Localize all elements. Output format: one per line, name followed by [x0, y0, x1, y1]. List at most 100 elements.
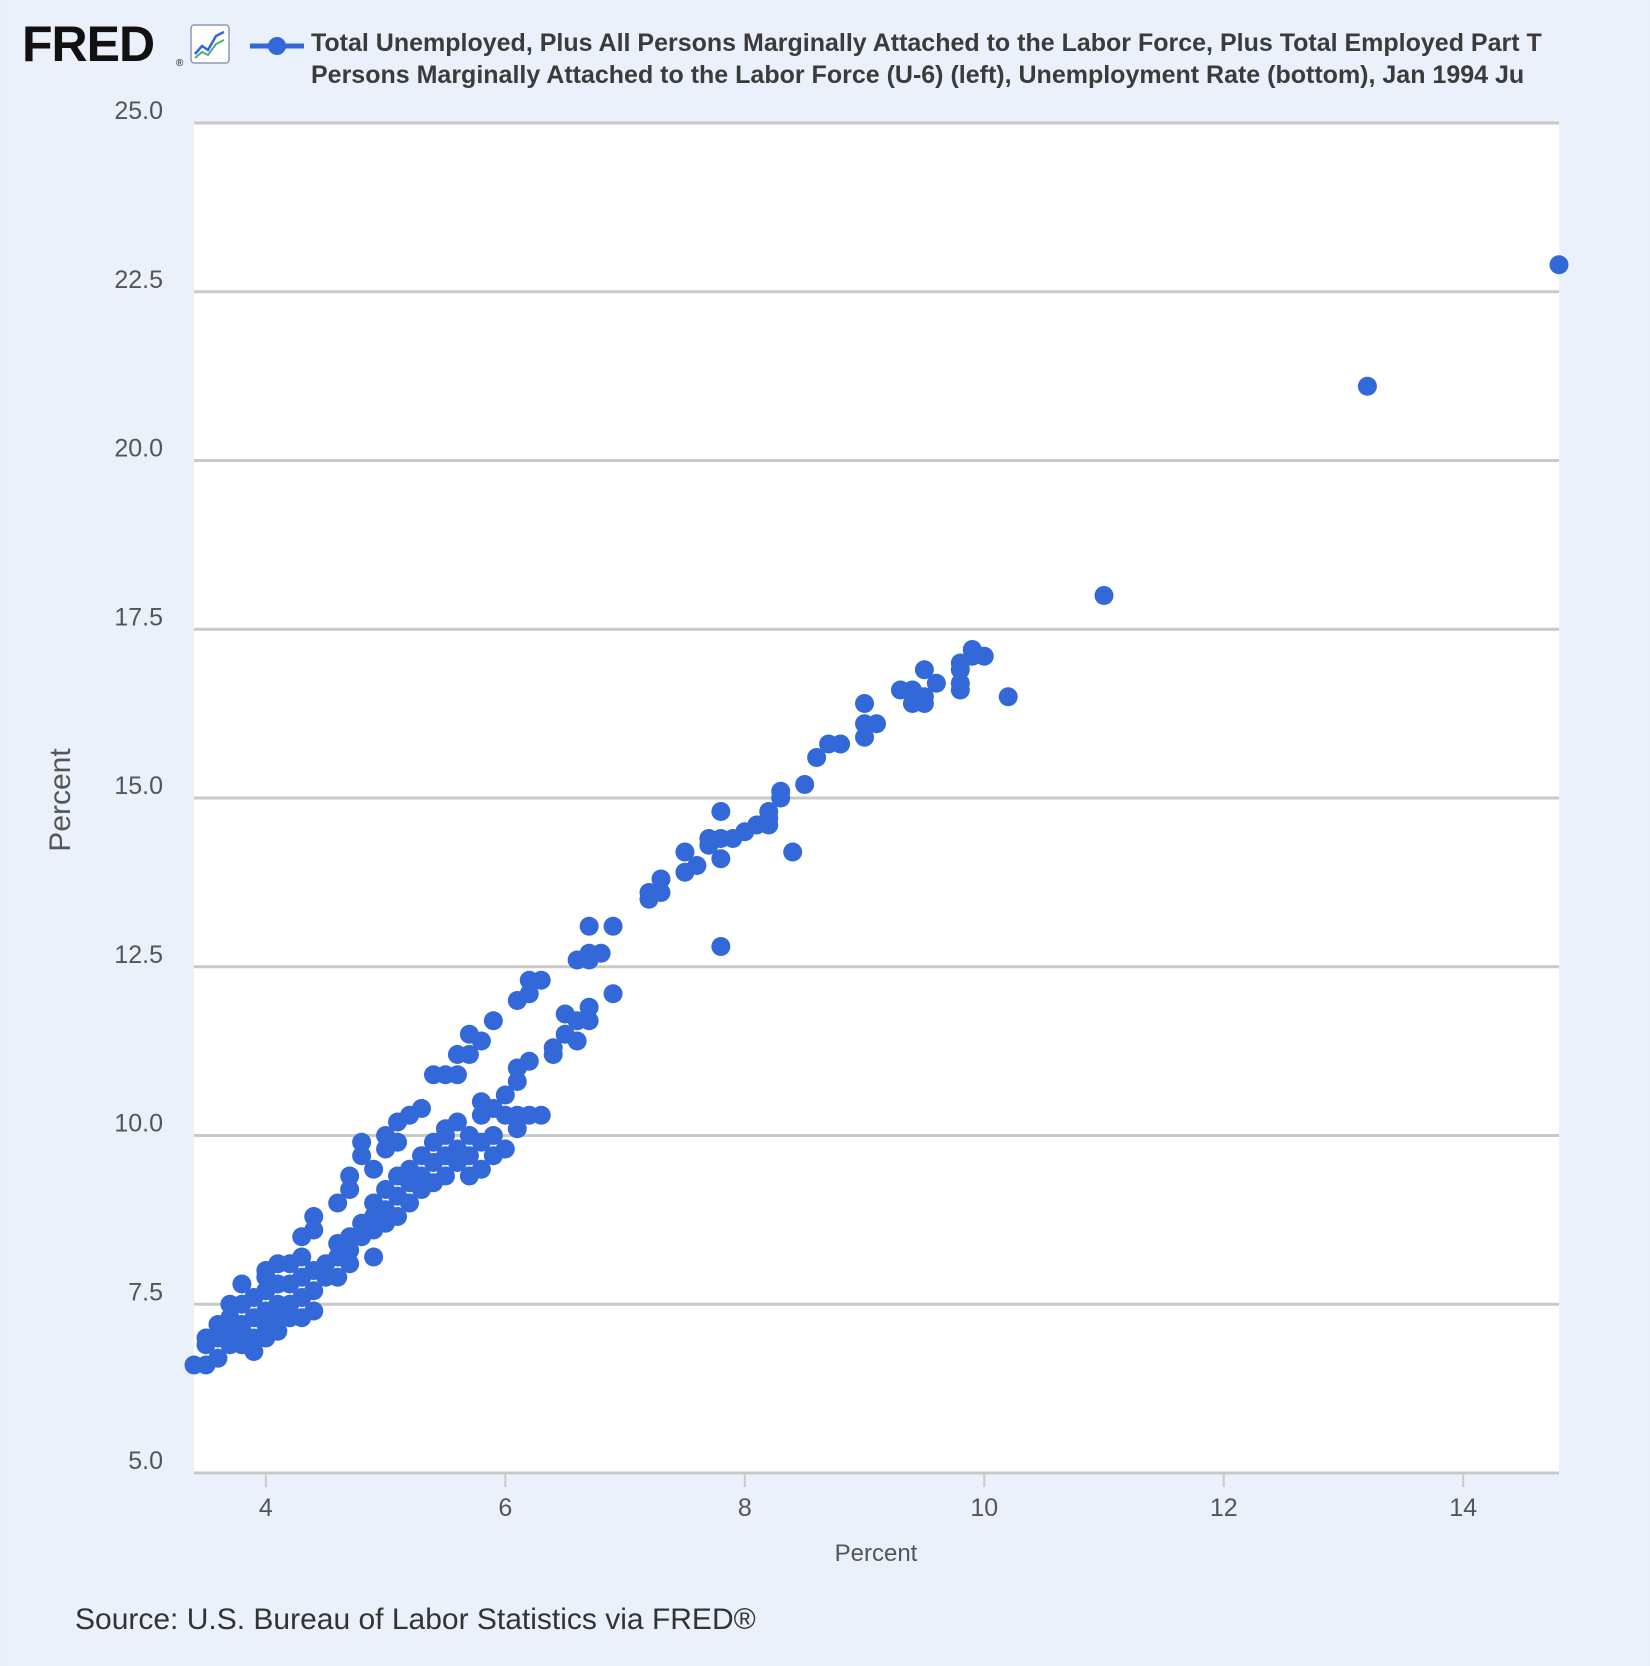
- data-point[interactable]: [807, 748, 827, 767]
- fred-logo[interactable]: FRED: [22, 16, 155, 72]
- data-point[interactable]: [783, 842, 803, 862]
- source-note: Source: U.S. Bureau of Labor Statistics …: [75, 1603, 756, 1636]
- data-point[interactable]: [340, 1254, 360, 1274]
- y-tick-label: 7.5: [128, 1278, 163, 1306]
- x-tick-label: 4: [259, 1494, 273, 1522]
- data-point[interactable]: [950, 673, 970, 693]
- data-point[interactable]: [687, 856, 707, 875]
- y-tick-label: 17.5: [114, 603, 163, 631]
- data-point[interactable]: [998, 687, 1018, 707]
- data-point[interactable]: [328, 1193, 348, 1213]
- data-point[interactable]: [447, 1112, 467, 1132]
- data-point[interactable]: [471, 1159, 491, 1179]
- data-point[interactable]: [459, 1045, 479, 1064]
- data-point[interactable]: [974, 646, 994, 666]
- data-point[interactable]: [412, 1099, 431, 1118]
- data-point[interactable]: [591, 943, 611, 963]
- line-chart-icon: [190, 24, 230, 64]
- data-point[interactable]: [1094, 586, 1114, 605]
- y-tick-label: 12.5: [114, 941, 163, 969]
- x-tick-label: 14: [1449, 1494, 1477, 1522]
- y-axis-ticks: 5.0 7.5 10.0 12.5 15.0 17.5 20.0 22.5 25.0: [114, 97, 163, 1475]
- data-point[interactable]: [795, 775, 815, 794]
- data-point[interactable]: [855, 727, 875, 747]
- data-point[interactable]: [435, 1166, 455, 1186]
- data-point[interactable]: [507, 1072, 527, 1091]
- data-point[interactable]: [711, 937, 731, 956]
- data-point[interactable]: [340, 1166, 360, 1186]
- data-point[interactable]: [328, 1267, 348, 1287]
- data-point[interactable]: [771, 781, 791, 801]
- data-point[interactable]: [603, 984, 623, 1004]
- data-point[interactable]: [400, 1193, 420, 1213]
- data-point[interactable]: [507, 1119, 527, 1139]
- data-point[interactable]: [352, 1146, 372, 1166]
- data-point[interactable]: [651, 869, 671, 889]
- data-point[interactable]: [579, 916, 599, 936]
- x-tick-label: 10: [970, 1494, 998, 1522]
- data-point[interactable]: [304, 1301, 324, 1321]
- data-point[interactable]: [364, 1159, 384, 1179]
- data-point[interactable]: [292, 1247, 312, 1267]
- data-point[interactable]: [388, 1132, 408, 1152]
- registered-mark: ®: [176, 58, 184, 69]
- data-point[interactable]: [232, 1274, 252, 1294]
- data-point[interactable]: [459, 1146, 479, 1166]
- y-tick-label: 22.5: [114, 266, 163, 294]
- data-point[interactable]: [867, 714, 886, 734]
- data-point[interactable]: [304, 1220, 324, 1240]
- data-point[interactable]: [340, 1240, 360, 1260]
- data-point[interactable]: [675, 842, 695, 862]
- data-point[interactable]: [531, 1105, 551, 1125]
- data-point[interactable]: [579, 1011, 599, 1031]
- data-point[interactable]: [914, 660, 934, 680]
- data-point[interactable]: [759, 802, 779, 821]
- data-point[interactable]: [471, 1031, 491, 1051]
- y-axis-title: Percent: [44, 748, 77, 852]
- data-point[interactable]: [543, 1038, 563, 1058]
- data-point[interactable]: [483, 1126, 503, 1145]
- legend-series-marker: [250, 37, 304, 55]
- data-point[interactable]: [519, 984, 539, 1004]
- legend-title-line-1[interactable]: Total Unemployed, Plus All Persons Margi…: [311, 29, 1542, 57]
- data-point[interactable]: [495, 1139, 515, 1159]
- data-point[interactable]: [208, 1348, 228, 1368]
- data-point[interactable]: [1549, 255, 1569, 275]
- data-point[interactable]: [388, 1207, 408, 1226]
- data-point[interactable]: [855, 694, 875, 713]
- data-point[interactable]: [304, 1207, 324, 1226]
- data-point[interactable]: [447, 1065, 467, 1085]
- data-point[interactable]: [244, 1342, 264, 1361]
- y-tick-label: 15.0: [114, 772, 163, 800]
- data-point[interactable]: [483, 1011, 503, 1031]
- data-point[interactable]: [651, 883, 671, 902]
- data-point[interactable]: [579, 997, 599, 1017]
- data-point[interactable]: [519, 1051, 539, 1071]
- chart-header: FRED ® Total Unemployed, Plus All Person…: [0, 0, 1650, 110]
- legend-title-line-2[interactable]: Persons Marginally Attached to the Labor…: [311, 61, 1525, 89]
- x-axis-ticks: 4 6 8 10 12 14: [259, 1473, 1477, 1522]
- data-point[interactable]: [364, 1247, 384, 1267]
- x-axis-title: Percent: [835, 1540, 918, 1567]
- data-point[interactable]: [914, 687, 934, 707]
- data-point[interactable]: [711, 802, 731, 821]
- data-point[interactable]: [603, 916, 623, 936]
- data-point[interactable]: [268, 1321, 288, 1341]
- data-point[interactable]: [567, 1031, 587, 1051]
- data-point[interactable]: [531, 970, 551, 990]
- data-point[interactable]: [340, 1180, 360, 1199]
- data-point[interactable]: [495, 1085, 515, 1105]
- y-tick-label: 5.0: [128, 1447, 163, 1475]
- data-point[interactable]: [831, 734, 851, 754]
- scatter-chart: 5.0 7.5 10.0 12.5 15.0 17.5 20.0 22.5 25.0 4 6 8 10…: [44, 97, 1569, 1567]
- data-point[interactable]: [926, 673, 946, 693]
- data-point[interactable]: [304, 1281, 324, 1301]
- data-point[interactable]: [352, 1132, 372, 1152]
- data-point[interactable]: [711, 849, 731, 869]
- data-point[interactable]: [1357, 376, 1377, 396]
- y-tick-label: 25.0: [114, 97, 163, 125]
- x-tick-label: 8: [738, 1494, 752, 1522]
- y-tick-label: 20.0: [114, 435, 163, 463]
- x-tick-label: 6: [498, 1494, 512, 1522]
- x-tick-label: 12: [1210, 1494, 1238, 1522]
